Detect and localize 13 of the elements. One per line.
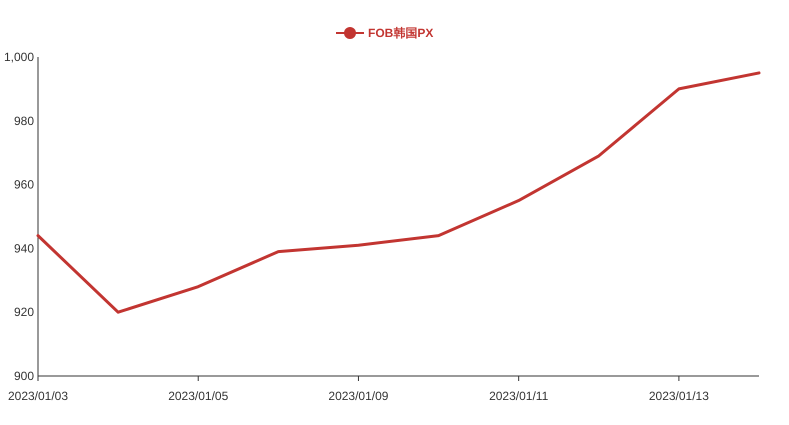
legend-label: FOB韩国PX	[368, 26, 434, 40]
x-tick-label: 2023/01/05	[168, 389, 229, 403]
y-tick-label: 940	[14, 241, 34, 256]
x-tick-label: 2023/01/13	[648, 389, 710, 403]
y-tick-label: 980	[14, 114, 34, 128]
y-tick-label: 900	[14, 369, 34, 383]
x-tick-label: 2023/01/03	[8, 389, 68, 403]
x-tick-label: 2023/01/09	[328, 389, 389, 403]
y-tick-label: 920	[14, 305, 34, 320]
x-tick-label: 2023/01/11	[489, 389, 549, 403]
y-tick-label: 960	[14, 178, 34, 192]
y-tick-label: 1,000	[4, 50, 34, 64]
line-series	[36, 71, 760, 314]
